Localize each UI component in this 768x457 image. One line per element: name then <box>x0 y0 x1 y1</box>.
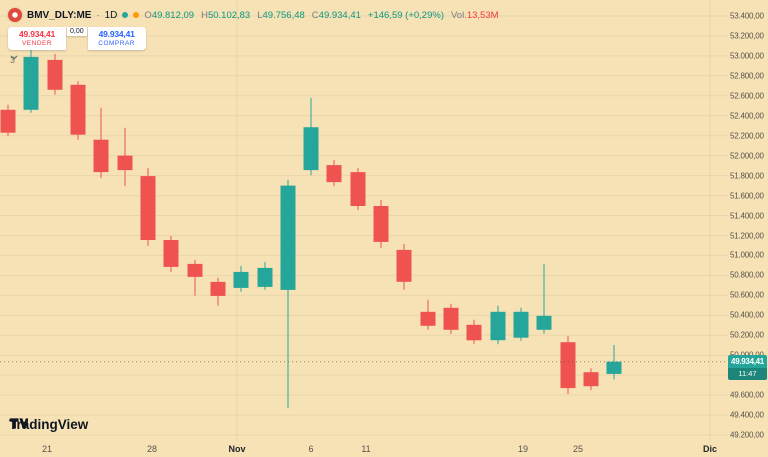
price-axis-label: 52.800,00 <box>730 71 764 81</box>
candle-body <box>396 249 412 282</box>
chart-plot-area[interactable]: BMV_DLY:ME · 1D O49.812,09 H50.102,83 L4… <box>0 0 728 441</box>
price-axis-label: 50.600,00 <box>730 290 764 300</box>
price-axis-label: 53.200,00 <box>730 31 764 41</box>
time-axis[interactable]: 21 28 Nov 6 11 19 25 Dic <box>0 441 768 457</box>
sell-price: 49.934,41 <box>18 29 55 39</box>
candle-body <box>280 185 296 290</box>
trade-panel: 49.934,41 VENDER 0,00 49.934,41 COMPRAR <box>8 27 146 50</box>
time-axis-label: 11 <box>361 444 371 454</box>
candle-body <box>443 307 459 330</box>
candle-body <box>0 109 16 133</box>
symbol-logo-icon <box>8 8 22 22</box>
candle-body <box>23 56 39 110</box>
price-axis-label: 49.200,00 <box>730 430 764 440</box>
candlestick-chart[interactable] <box>0 0 728 441</box>
candle-body <box>257 267 273 287</box>
buy-price: 49.934,41 <box>98 29 135 39</box>
candle-body <box>560 342 576 389</box>
candle-body <box>536 315 552 330</box>
price-axis-label: 51.200,00 <box>730 231 764 240</box>
candle-body <box>47 59 63 90</box>
close-value: C49.934,41 <box>311 9 361 21</box>
candle-body <box>606 361 622 374</box>
price-axis[interactable]: 53.400,00 53.200,00 53.000,00 52.800,00 52.6… <box>728 0 768 441</box>
candle-body <box>466 324 482 341</box>
time-axis-label: Nov <box>228 444 246 454</box>
price-axis-label: 52.200,00 <box>730 131 764 141</box>
symbol-legend: BMV_DLY:ME · 1D O49.812,09 H50.102,83 L4… <box>8 8 499 22</box>
tradingview-logo-icon <box>9 418 28 429</box>
interval-label[interactable]: 1D <box>104 9 118 21</box>
price-axis-label: 52.000,00 <box>730 151 764 161</box>
price-axis-label: 53.000,00 <box>730 51 764 61</box>
sell-label: VENDER <box>21 40 53 47</box>
candle-body <box>490 311 506 341</box>
high-value: H50.102,83 <box>201 9 251 21</box>
time-axis-label: 28 <box>146 444 158 454</box>
candle-body <box>93 139 109 173</box>
buy-label: COMPRAR <box>98 40 135 47</box>
symbol-name[interactable]: BMV_DLY:ME <box>27 9 92 21</box>
time-axis-label: 21 <box>41 444 53 454</box>
open-value: O49.812,09 <box>144 9 195 21</box>
last-price-tag: 49.934,41 11:47 <box>728 354 767 380</box>
data-status-dot-icon <box>133 12 140 18</box>
low-value: L49.756,48 <box>257 9 305 21</box>
buy-button[interactable]: 49.934,41 COMPRAR <box>87 27 146 50</box>
legend-collapse-toggle[interactable]: 3 <box>10 55 18 65</box>
candle-body <box>350 172 366 206</box>
time-axis-label: 19 <box>517 444 529 454</box>
market-status-dot-icon <box>122 12 129 18</box>
price-axis-label: 52.600,00 <box>730 91 764 101</box>
chevron-down-icon <box>10 55 18 60</box>
candle-body <box>117 155 133 171</box>
time-axis-label: Dic <box>702 444 718 454</box>
time-axis-label: 6 <box>308 444 314 454</box>
tradingview-attribution[interactable]: TradingView <box>9 417 88 432</box>
candle-body <box>303 127 319 171</box>
ohlc-readout: O49.812,09 H50.102,83 L49.756,48 C49.934… <box>144 10 498 21</box>
bar-close-countdown: 11:47 <box>728 367 767 380</box>
candle-body <box>420 311 436 326</box>
price-axis-label: 51.000,00 <box>730 250 764 260</box>
candle-body <box>210 281 226 296</box>
price-axis-label: 50.800,00 <box>730 270 764 280</box>
price-axis-label: 50.200,00 <box>730 330 764 340</box>
volume-value: Vol.13,53M <box>450 9 499 21</box>
price-axis-label: 49.600,00 <box>730 390 764 400</box>
candle-body <box>140 176 156 240</box>
price-axis-label: 50.400,00 <box>730 310 764 320</box>
tradingview-wordmark: TradingView <box>9 417 89 432</box>
candle-body <box>373 206 389 242</box>
legend-separator: · <box>96 9 100 21</box>
sell-button[interactable]: 49.934,41 VENDER <box>8 27 66 50</box>
price-axis-label: 51.600,00 <box>730 191 764 201</box>
price-axis-label: 49.400,00 <box>730 410 764 420</box>
price-axis-label: 51.800,00 <box>730 171 764 181</box>
candle-body <box>163 240 179 267</box>
hidden-items-count: 3 <box>10 55 16 65</box>
price-axis-label: 52.400,00 <box>730 111 764 121</box>
time-axis-label: 25 <box>572 444 584 454</box>
spread-value: 0,00 <box>67 27 87 36</box>
change-value: +146,59 (+0,29%) <box>367 9 444 21</box>
candle-body <box>583 372 599 387</box>
candle-body <box>233 271 249 288</box>
candle-body <box>70 84 86 135</box>
last-price-value: 49.934,41 <box>728 354 767 368</box>
candle-body <box>326 165 342 183</box>
price-axis-label: 51.400,00 <box>730 211 764 220</box>
candle-body <box>513 311 529 338</box>
price-axis-label: 53.400,00 <box>730 11 764 21</box>
candle-body <box>187 263 203 277</box>
